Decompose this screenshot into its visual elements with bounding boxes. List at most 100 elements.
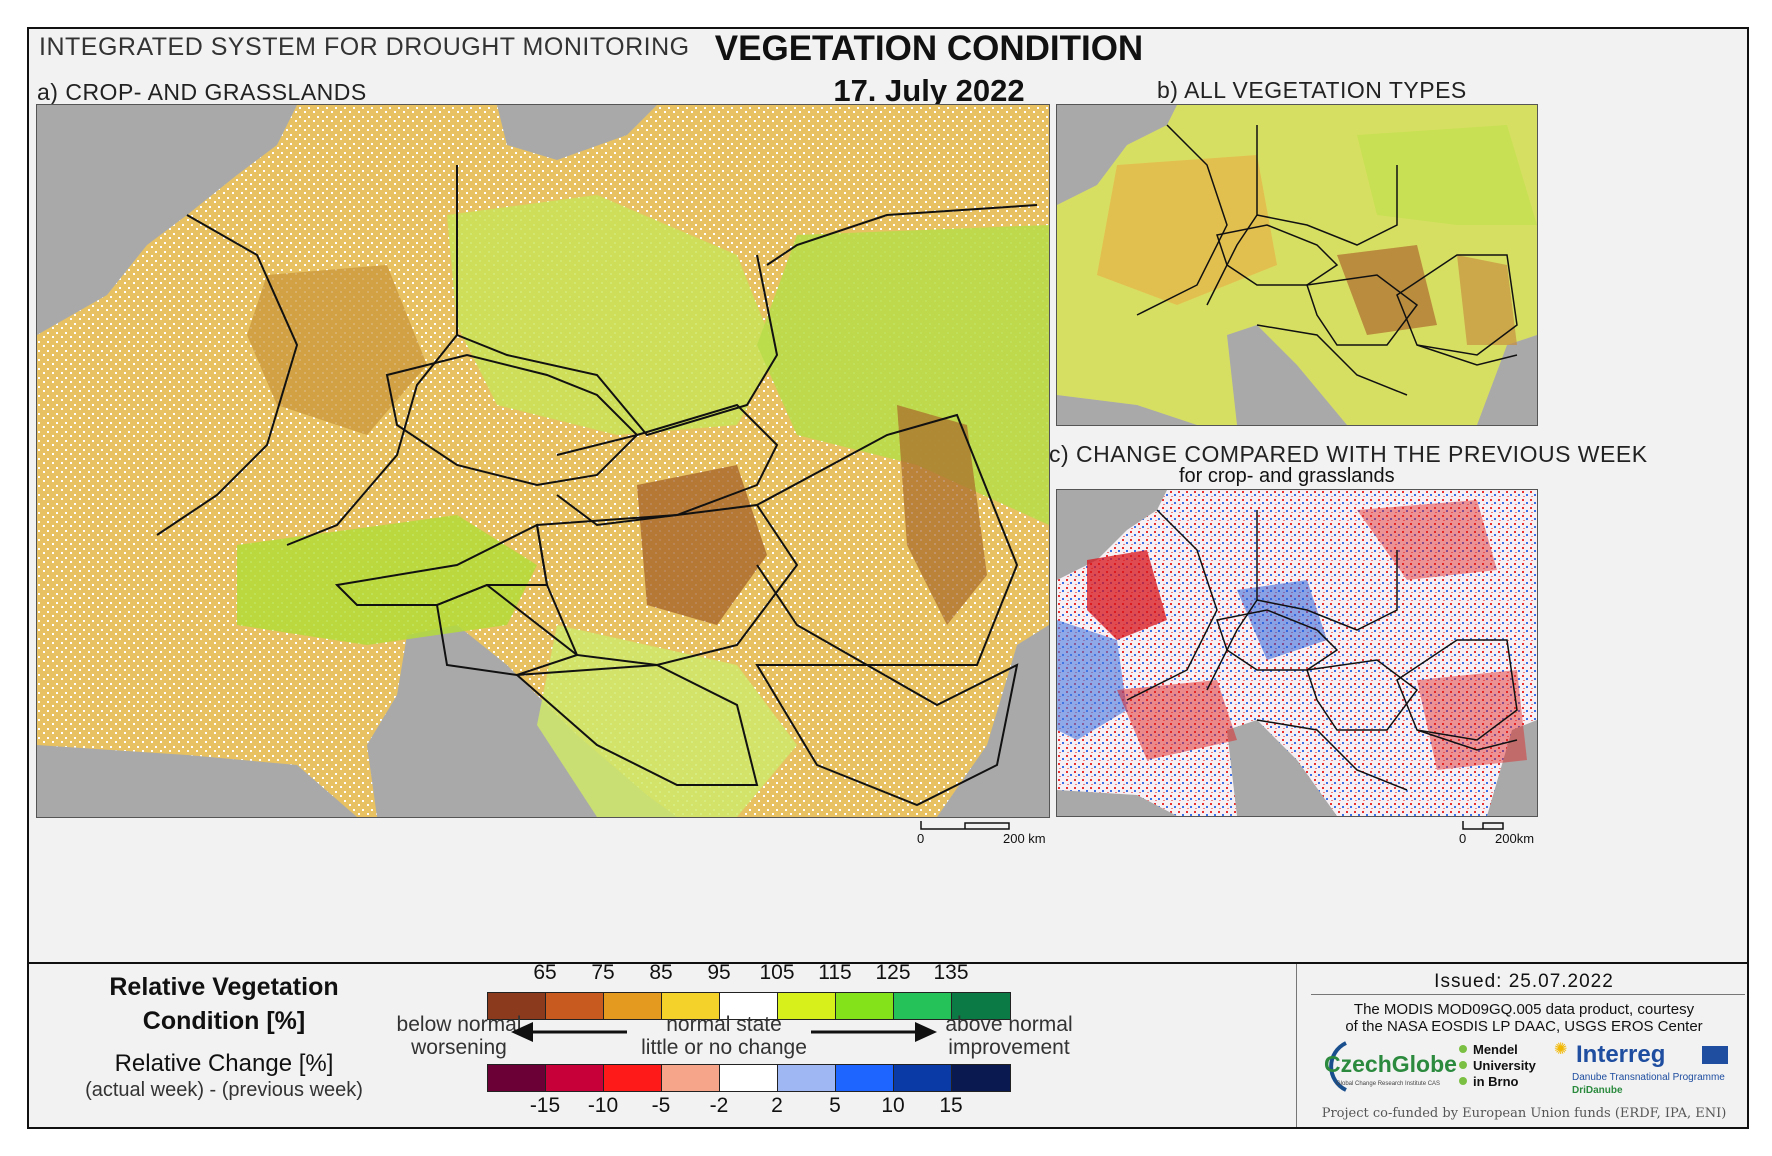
panel-b-svg	[1057, 105, 1537, 425]
right-arrow-icon	[811, 1022, 937, 1042]
eu-flag-icon	[1702, 1046, 1728, 1064]
rvc-swatch	[952, 993, 1010, 1019]
czechglobe-logo: CzechGlobe Global Change Research Instit…	[1312, 1039, 1462, 1094]
improvement-label: improvement	[948, 1036, 1070, 1059]
east-green-b	[1357, 125, 1537, 225]
rvc-tick-label: 135	[933, 961, 969, 984]
issued-date: Issued: 25.07.2022	[1434, 971, 1614, 992]
rc-swatch	[778, 1065, 836, 1091]
rvc-swatch	[488, 993, 546, 1019]
mendel-line-1: Mendel	[1473, 1042, 1518, 1057]
scale-a-max: 200 km	[1003, 831, 1046, 846]
alps-green	[237, 515, 537, 645]
germany-dry	[247, 265, 427, 435]
country-borders	[156, 165, 1038, 807]
rc-tick-label: 10	[881, 1094, 905, 1117]
romania-dry	[897, 405, 987, 625]
rc-swatch	[836, 1065, 894, 1091]
rc-tick-label: -15	[529, 1094, 561, 1117]
panel-c-map	[1056, 489, 1538, 817]
normal-state-label: normal state	[666, 1013, 782, 1036]
info-divider	[1311, 994, 1745, 995]
rc-tick-label: 5	[829, 1094, 841, 1117]
info-separator	[1296, 964, 1297, 1127]
scale-bar-c-graphic	[1462, 821, 1504, 830]
little-change-label: little or no change	[641, 1036, 807, 1059]
rc-tick-label: -5	[651, 1094, 671, 1117]
interreg-sub-1: Danube Transnational Programme	[1572, 1072, 1725, 1083]
funding-note: Project co-funded by European Union fund…	[1321, 1106, 1727, 1121]
below-normal-label: below normal	[396, 1013, 522, 1036]
interreg-logo: ✺ Interreg Danube Transnational Programm…	[1554, 1037, 1739, 1099]
scale-c-max: 200km	[1495, 831, 1535, 846]
panel-b-map	[1056, 104, 1538, 426]
interreg-sub-2: DriDanube	[1572, 1085, 1623, 1096]
rvc-swatch	[720, 993, 778, 1019]
rc-tick-label: -10	[587, 1094, 619, 1117]
worsening-label: worsening	[411, 1036, 507, 1059]
rc-colorbar	[487, 1064, 1011, 1092]
interreg-star-icon: ✺	[1554, 1041, 1568, 1058]
sea-b-north	[1057, 105, 1177, 205]
rvc-swatch	[546, 993, 604, 1019]
panel-a-label: a) CROP- AND GRASSLANDS	[37, 79, 367, 105]
above-normal-label: above normal	[945, 1013, 1073, 1036]
benelux-red-c	[1087, 550, 1167, 640]
mendel-dot-icon-3	[1459, 1077, 1467, 1085]
rvc-tick-label: 75	[591, 961, 615, 984]
sea-c-black	[1487, 720, 1537, 816]
sea-c-north	[1057, 490, 1167, 580]
legend-separator	[29, 962, 1747, 964]
mendel-dot-icon-2	[1459, 1061, 1467, 1069]
rvc-swatch	[604, 993, 662, 1019]
romania-dry-b	[1457, 255, 1517, 345]
sea-b-adriatic	[1227, 325, 1347, 425]
czechglobe-name: CzechGlobe	[1324, 1051, 1457, 1077]
baltic-sea	[497, 105, 657, 160]
panel-c-sublabel: for crop- and grasslands	[1179, 465, 1395, 487]
czechglobe-arc-icon	[1329, 1041, 1347, 1092]
rc-swatch	[662, 1065, 720, 1091]
hungary-dry	[637, 465, 767, 625]
panel-a-scale-bar: 0 200 km	[917, 819, 1057, 849]
rc-swatch	[952, 1065, 1010, 1091]
credit-line-2: of the NASA EOSDIS LP DAAC, USGS EROS Ce…	[1345, 1018, 1703, 1035]
panel-c-label: c) CHANGE COMPARED WITH THE PREVIOUS WEE…	[1049, 441, 1648, 467]
poland-green	[447, 195, 777, 435]
north-sea	[37, 105, 297, 335]
sea-c-ligurian	[1057, 790, 1177, 816]
sea-b-ligurian	[1057, 395, 1197, 425]
panel-a-svg	[37, 105, 1049, 817]
borders-c	[1126, 509, 1518, 791]
credit-line-1: The MODIS MOD09GQ.005 data product, cour…	[1353, 1001, 1695, 1018]
rc-tick-label: -2	[709, 1094, 729, 1117]
rc-swatch	[604, 1065, 662, 1091]
france-blue-c	[1057, 620, 1127, 740]
panel-b-label: b) ALL VEGETATION TYPES	[1157, 77, 1467, 103]
rvc-tick-label: 125	[875, 961, 911, 984]
rc-tick-label: 2	[771, 1094, 783, 1117]
rc-swatch	[488, 1065, 546, 1091]
rc-title: Relative Change [%]	[114, 1050, 334, 1077]
rc-tick-label: 15	[939, 1094, 963, 1117]
rc-subtitle: (actual week) - (previous week)	[85, 1079, 363, 1101]
rvc-tick-label: 95	[707, 961, 731, 984]
rvc-tick-label: 105	[759, 961, 795, 984]
ukraine-green	[757, 225, 1049, 525]
panel-c-svg	[1057, 490, 1537, 816]
rvc-title-1: Relative Vegetation	[109, 973, 339, 1001]
rc-swatch	[546, 1065, 604, 1091]
rvc-swatch	[778, 993, 836, 1019]
sea-c-adriatic	[1227, 720, 1337, 816]
rvc-tick-label: 85	[649, 961, 673, 984]
black-sea	[937, 625, 1049, 817]
rvc-tick-label: 65	[533, 961, 557, 984]
north-red-c	[1357, 500, 1497, 580]
system-name: INTEGRATED SYSTEM FOR DROUGHT MONITORING	[39, 33, 690, 61]
rvc-swatch	[836, 993, 894, 1019]
panel-c-scale-bar: 0 200km	[1459, 819, 1559, 849]
rvc-swatch	[894, 993, 952, 1019]
ligurian-sea	[37, 745, 357, 817]
map-title: VEGETATION CONDITION	[714, 29, 1144, 68]
rvc-tick-label: 115	[818, 961, 852, 984]
